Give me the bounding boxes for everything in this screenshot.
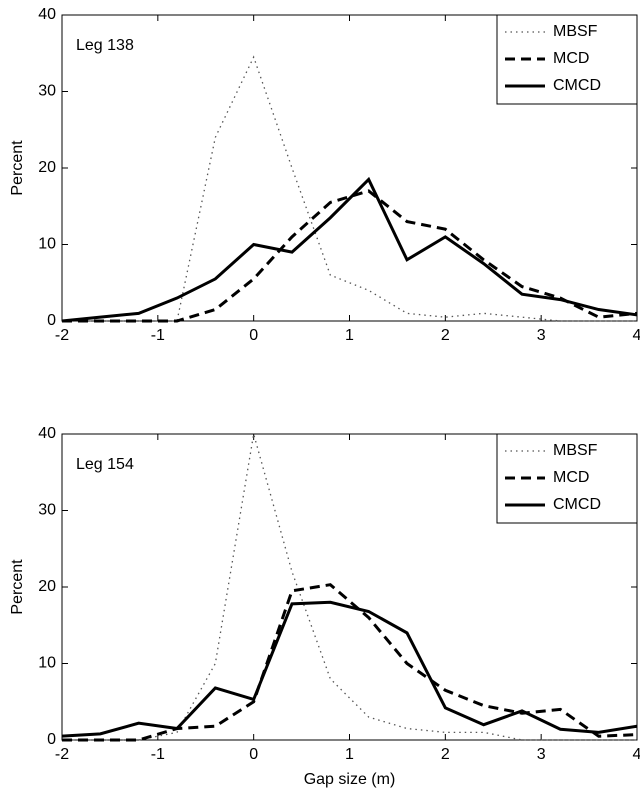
data-line	[62, 189, 638, 323]
data-line	[62, 433, 637, 741]
annotation: Leg 154	[76, 456, 134, 473]
x-tick-label: 3	[537, 327, 546, 344]
y-axis-label: Percent	[9, 559, 26, 615]
y-tick-label: 10	[38, 236, 56, 253]
legend-box	[496, 433, 638, 524]
y-axis-label: Percent	[9, 140, 26, 196]
annotation: Leg 138	[76, 37, 134, 54]
y-tick-label: 0	[47, 731, 56, 748]
y-tick-label: 30	[38, 83, 56, 100]
data-line	[61, 600, 638, 738]
y-tick-label: 40	[38, 6, 56, 23]
legend-label: CMCD	[553, 496, 601, 513]
y-tick-label: 0	[47, 312, 56, 329]
legend-label: MBSF	[553, 23, 598, 40]
x-tick-label: 2	[441, 746, 450, 763]
x-tick-label: 0	[249, 746, 258, 763]
legend-label: MCD	[553, 50, 589, 67]
legend-label: CMCD	[553, 77, 601, 94]
x-tick-label: -2	[55, 746, 69, 763]
y-tick-label: 10	[38, 655, 56, 672]
x-tick-label: 4	[633, 746, 640, 763]
legend-label: MBSF	[553, 442, 598, 459]
x-axis-label: Gap size (m)	[304, 771, 396, 788]
x-tick-label: 1	[345, 746, 354, 763]
x-tick-label: -1	[151, 327, 165, 344]
y-tick-label: 40	[38, 425, 56, 442]
x-tick-label: -1	[151, 746, 165, 763]
legend-label: MCD	[553, 469, 589, 486]
x-tick-label: 4	[633, 327, 640, 344]
legend-box	[496, 14, 638, 105]
x-tick-label: 1	[345, 327, 354, 344]
x-tick-label: 0	[249, 327, 258, 344]
x-tick-label: 3	[537, 746, 546, 763]
y-tick-label: 30	[38, 502, 56, 519]
x-tick-label: 2	[441, 327, 450, 344]
y-tick-label: 20	[38, 159, 56, 176]
x-tick-label: -2	[55, 327, 69, 344]
data-line	[62, 583, 638, 742]
y-tick-label: 20	[38, 578, 56, 595]
data-line	[61, 176, 638, 323]
